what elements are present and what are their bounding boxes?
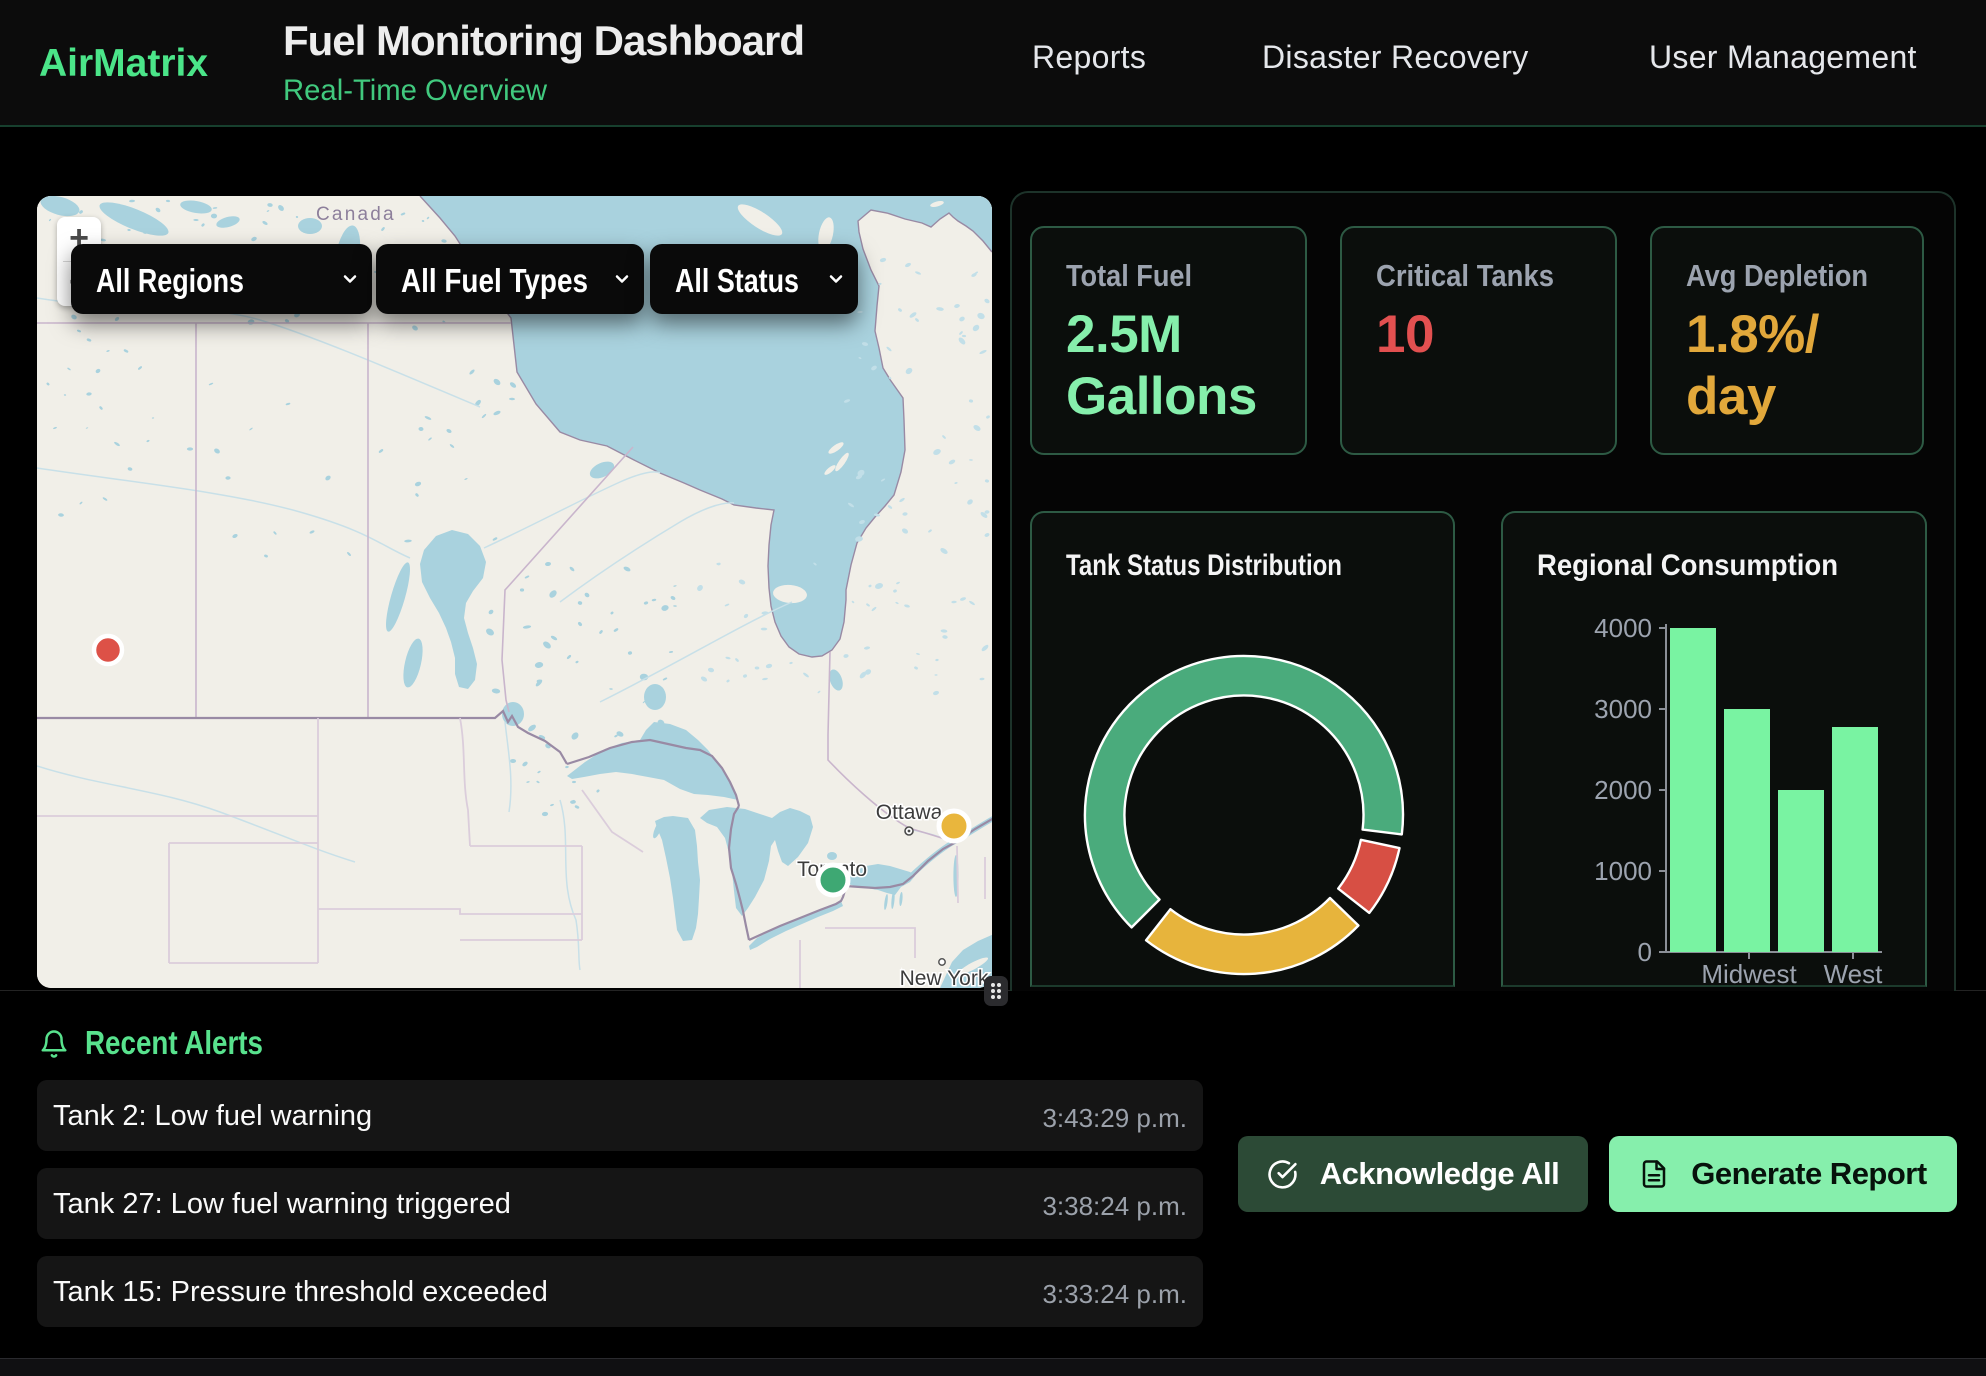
svg-text:2000: 2000 [1594,775,1652,805]
svg-text:Midwest: Midwest [1701,959,1797,987]
svg-text:3000: 3000 [1594,694,1652,724]
svg-text:Canada: Canada [316,204,396,225]
svg-text:Real-Time Overview: Real-Time Overview [283,74,547,107]
svg-text:All Regions: All Regions [96,262,244,299]
svg-text:4000: 4000 [1594,613,1652,643]
svg-text:Total Fuel: Total Fuel [1066,258,1192,293]
svg-text:Avg Depletion: Avg Depletion [1686,258,1868,293]
svg-text:Tank Status Distribution: Tank Status Distribution [1066,549,1342,582]
svg-text:Ottawa: Ottawa [876,801,943,824]
svg-text:New York: New York [900,967,989,988]
svg-text:Recent Alerts: Recent Alerts [85,1024,263,1061]
svg-text:All Status: All Status [675,262,799,299]
svg-text:West: West [1824,959,1884,987]
svg-text:Critical Tanks: Critical Tanks [1376,258,1554,293]
svg-text:0: 0 [1638,937,1652,967]
svg-text:1000: 1000 [1594,856,1652,886]
svg-text:Regional Consumption: Regional Consumption [1537,549,1838,582]
svg-text:All Fuel Types: All Fuel Types [401,262,588,299]
